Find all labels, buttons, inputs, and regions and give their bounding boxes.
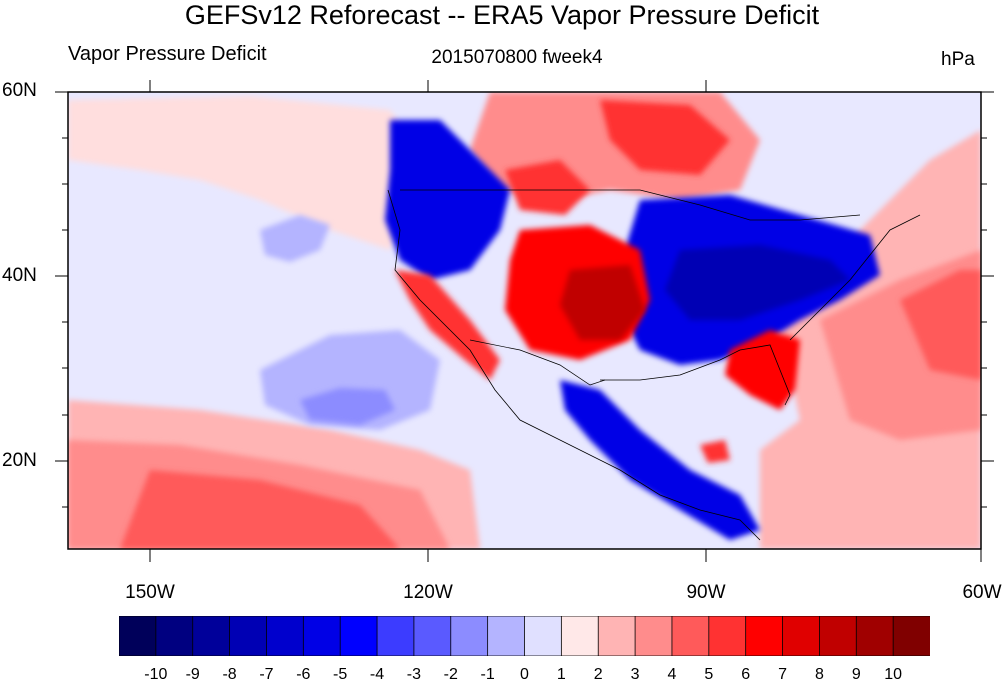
map-frame <box>67 91 982 550</box>
colorbar-swatch <box>708 616 747 656</box>
colorbar-label: 4 <box>667 666 677 683</box>
lat-label-60n: 60N <box>2 80 37 101</box>
mexico-blue <box>560 380 760 540</box>
colorbar-swatch <box>302 616 342 656</box>
colorbar-label: 6 <box>741 666 751 683</box>
colorbar-swatch <box>671 616 710 656</box>
colorbar-label: 5 <box>704 666 714 683</box>
date-forecast-label: 2015070800 fweek4 <box>431 47 603 68</box>
colorbar-label: -3 <box>406 666 422 683</box>
colorbar-swatch <box>524 616 563 656</box>
lon-label-60w: 60W <box>962 582 1002 603</box>
colorbar-label: -9 <box>185 666 200 683</box>
colorbar-swatch <box>892 616 930 656</box>
colorbar-swatch <box>634 616 673 656</box>
colorbar <box>119 616 930 656</box>
lat-label-40n: 40N <box>2 265 37 286</box>
lon-label-90w: 90W <box>686 582 726 603</box>
colorbar-label: -1 <box>480 666 495 683</box>
us-mexico-border <box>469 339 606 386</box>
colorbar-swatch <box>487 616 526 656</box>
central-us-deep-red <box>560 265 645 340</box>
california-red <box>395 270 500 380</box>
colorbar-label: 2 <box>593 666 603 683</box>
colorbar-swatch <box>229 616 268 656</box>
western-us-blue <box>385 120 510 280</box>
colorbar-swatch <box>339 616 378 656</box>
pacific-blue-patch-1 <box>260 215 330 262</box>
colorbar-label: -8 <box>222 666 237 683</box>
pacific-blue-patch-3 <box>300 388 395 425</box>
caribbean-red <box>700 440 730 463</box>
pacific-north-pink <box>68 96 420 250</box>
colorbar-label: 0 <box>520 666 529 683</box>
colorbar-label: 3 <box>630 666 640 683</box>
colorbar-swatch <box>376 616 415 656</box>
colorbar-swatch <box>119 616 157 656</box>
colorbar-swatch <box>155 616 194 656</box>
colorbar-swatch <box>560 616 600 656</box>
colorbar-swatch <box>819 616 858 656</box>
colorbar-swatch <box>745 616 784 656</box>
colorbar-label: -4 <box>369 666 385 683</box>
atlantic-red-2 <box>900 270 981 380</box>
colorbar-swatch <box>450 616 489 656</box>
units-label: hPa <box>941 49 975 70</box>
eastern-us-deep-blue <box>665 245 850 320</box>
lon-label-120w: 120W <box>403 582 453 603</box>
colorbar-label: -7 <box>259 666 274 683</box>
colorbar-label: -6 <box>296 666 311 683</box>
colorbar-label: 1 <box>556 666 566 683</box>
colorbar-swatch <box>782 616 821 656</box>
north-america-coastline <box>387 189 921 541</box>
colorbar-label: 10 <box>884 666 903 683</box>
axis-ticks <box>55 80 994 562</box>
colorbar-swatch <box>597 616 636 656</box>
colorbar-swatch <box>855 616 895 656</box>
pacific-south-deep <box>120 470 400 549</box>
canada-red-core-2 <box>505 160 590 215</box>
florida-red <box>725 330 800 410</box>
colorbar-label: -5 <box>333 666 348 683</box>
variable-label: Vapor Pressure Deficit <box>68 43 267 65</box>
lat-label-20n: 20N <box>2 450 37 471</box>
map-field <box>68 92 981 549</box>
colorbar-label: 8 <box>814 666 824 683</box>
colorbar-label: -10 <box>144 666 168 683</box>
us-canada-border <box>400 189 861 221</box>
colorbar-swatch <box>192 616 231 656</box>
colorbar-label: -2 <box>443 666 458 683</box>
colorbar-label: 7 <box>778 666 787 683</box>
colorbar-label: 9 <box>851 666 861 683</box>
colorbar-swatch <box>266 616 305 656</box>
canada-red-core <box>600 100 730 175</box>
lon-label-150w: 150W <box>125 582 175 603</box>
colorbar-swatch <box>413 616 452 656</box>
main-title: GEFSv12 Reforecast -- ERA5 Vapor Pressur… <box>184 0 820 30</box>
